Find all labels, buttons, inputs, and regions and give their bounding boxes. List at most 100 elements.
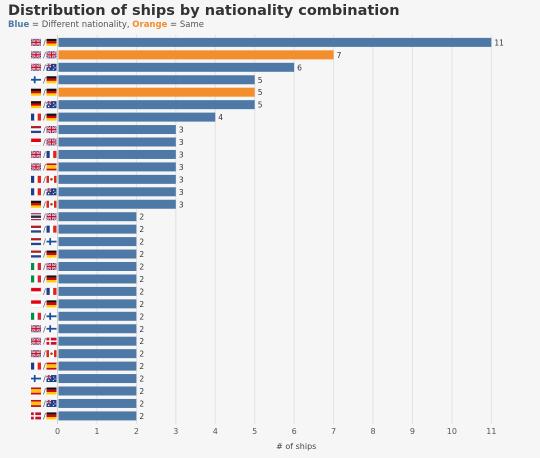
uk-flag-icon	[30, 349, 42, 358]
legend-orange-word: Orange	[132, 20, 168, 30]
nl-flag-icon	[31, 238, 41, 246]
fi-flag-icon	[31, 76, 41, 84]
bar-value-label: 2	[139, 350, 144, 359]
uk-flag-icon	[46, 262, 57, 271]
nl-flag-icon	[31, 126, 41, 134]
de-flag-icon	[46, 38, 57, 46]
bar-row: /2	[31, 249, 144, 259]
bar-row: /2	[31, 262, 144, 272]
x-tick-label: 0	[55, 427, 60, 436]
bar	[58, 224, 137, 234]
bar-row: /2	[30, 286, 144, 296]
flag-separator: /	[43, 138, 46, 147]
x-tick-label: 1	[94, 427, 99, 436]
fr-flag-icon	[31, 362, 41, 370]
bar	[58, 249, 137, 259]
ca-flag-icon	[46, 175, 57, 183]
de-flag-icon	[46, 250, 57, 258]
bar	[58, 336, 137, 346]
bar-row: /2	[30, 324, 144, 334]
nl-flag-icon	[31, 225, 41, 233]
de-flag-icon	[31, 88, 41, 96]
fi-flag-icon	[46, 325, 57, 333]
it-flag-icon	[31, 263, 41, 270]
bar-row: /2	[30, 349, 144, 359]
bar	[58, 274, 137, 284]
bar-row: /2	[31, 386, 144, 396]
bar	[58, 324, 137, 334]
uk-flag-icon	[46, 137, 57, 147]
uk-flag-icon	[30, 337, 42, 346]
bar-value-label: 2	[139, 238, 144, 247]
fi-flag-icon	[46, 238, 57, 246]
bar-value-label: 3	[179, 163, 184, 172]
it-flag-icon	[31, 275, 41, 283]
bar-value-label: 5	[258, 88, 263, 97]
bar	[58, 349, 137, 359]
fr-flag-icon	[46, 287, 57, 295]
flag-separator: /	[43, 300, 46, 309]
bar-value-label: 3	[179, 175, 184, 184]
x-tick-label: 4	[213, 427, 218, 436]
uk-flag-icon	[46, 50, 57, 60]
uk-flag-icon	[30, 38, 42, 47]
bar-row: /3	[30, 162, 184, 172]
bar	[58, 187, 176, 197]
bar-row: /2	[31, 374, 144, 384]
de-flag-icon	[46, 275, 57, 283]
fi-flag-icon	[31, 375, 41, 383]
bar-row: /3	[31, 174, 184, 184]
x-tick-label: 2	[134, 427, 139, 436]
bar-row: /2	[30, 299, 144, 309]
es-flag-icon	[31, 399, 41, 407]
bar-value-label: 6	[297, 63, 302, 72]
bar-value-label: 2	[139, 312, 144, 321]
bar	[58, 237, 137, 247]
uk-flag-icon	[30, 150, 42, 159]
flag-separator: /	[43, 101, 46, 110]
bar	[58, 100, 255, 110]
flag-separator: /	[43, 163, 46, 172]
legend-blue-word: Blue	[8, 20, 30, 30]
es-flag-icon	[46, 362, 57, 370]
uk-flag-icon	[30, 63, 42, 72]
bar-value-label: 2	[139, 263, 144, 272]
uk-flag-icon	[46, 212, 57, 221]
bar	[58, 361, 137, 371]
flag-separator: /	[43, 225, 46, 234]
bar-row: /2	[31, 411, 144, 421]
au-flag-icon	[46, 188, 57, 196]
fr-flag-icon	[46, 225, 57, 233]
bar-value-label: 3	[179, 188, 184, 197]
bar-row: /2	[31, 311, 144, 321]
bar-row: /3	[31, 199, 184, 209]
bar	[58, 125, 176, 135]
bar-value-label: 2	[139, 337, 144, 346]
au-flag-icon	[46, 63, 57, 71]
bar-value-label: 7	[337, 51, 342, 60]
bar	[58, 62, 295, 72]
id-flag-icon	[30, 138, 42, 146]
th-flag-icon	[31, 213, 41, 221]
bar	[58, 174, 176, 184]
bar-row: /2	[31, 237, 144, 247]
id-flag-icon	[30, 300, 42, 308]
bar	[58, 311, 137, 321]
x-tick-label: 5	[252, 427, 257, 436]
bar-value-label: 2	[139, 387, 144, 396]
bar	[58, 112, 216, 122]
fr-flag-icon	[31, 175, 41, 183]
bar-value-label: 2	[139, 362, 144, 371]
bar	[58, 411, 137, 421]
bar-value-label: 4	[218, 113, 223, 122]
bar	[58, 75, 255, 85]
x-axis-title: # of ships	[276, 442, 316, 451]
flag-separator: /	[43, 51, 46, 60]
de-flag-icon	[31, 200, 41, 208]
bar-row: /2	[30, 336, 144, 346]
x-tick-label: 8	[370, 427, 375, 436]
bar	[58, 37, 492, 47]
flag-separator: /	[43, 63, 46, 72]
bar-row: /7	[30, 50, 342, 60]
